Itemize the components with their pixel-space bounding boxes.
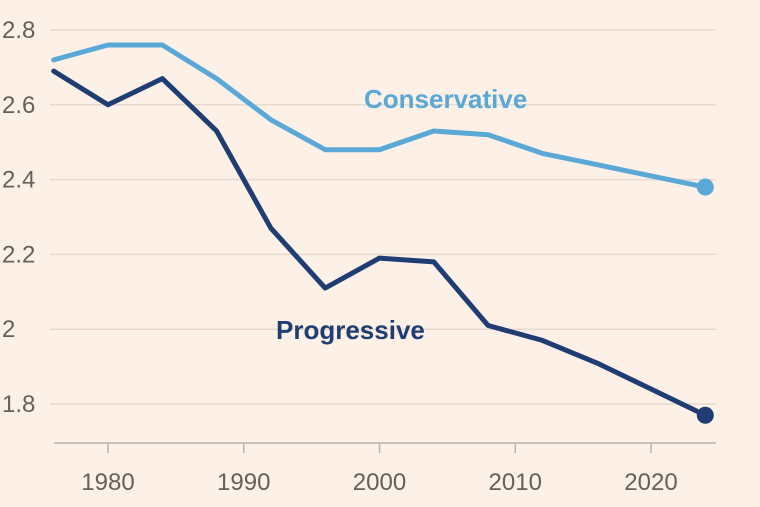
series-line-conservative <box>51 42 708 190</box>
series-label-progressive: Progressive <box>276 315 425 345</box>
series-labels: Conservative Progressive <box>276 84 527 345</box>
y-tick-label: 1.8 <box>2 391 35 418</box>
endpoint-marker-progressive <box>696 406 714 424</box>
y-tick-label: 2.8 <box>2 17 35 44</box>
series-label-conservative: Conservative <box>364 84 527 114</box>
series-lines <box>51 42 714 424</box>
y-axis: 1.8 2 2.2 2.4 2.6 2.8 <box>2 17 35 418</box>
x-tick-label: 1980 <box>81 469 134 496</box>
gridlines <box>50 29 716 405</box>
y-tick-label: 2.6 <box>2 92 35 119</box>
x-tick-label: 2020 <box>624 469 677 496</box>
endpoint-marker-conservative <box>696 178 714 196</box>
y-tick-label: 2 <box>2 316 15 343</box>
x-tick-label: 2000 <box>353 469 406 496</box>
x-tick-label: 2010 <box>489 469 542 496</box>
y-tick-label: 2.2 <box>2 241 35 268</box>
series-line-progressive <box>51 68 708 418</box>
x-tick-label: 1990 <box>217 469 270 496</box>
y-tick-label: 2.4 <box>2 167 35 194</box>
x-axis: 1980 1990 2000 2010 2020 <box>54 442 716 496</box>
